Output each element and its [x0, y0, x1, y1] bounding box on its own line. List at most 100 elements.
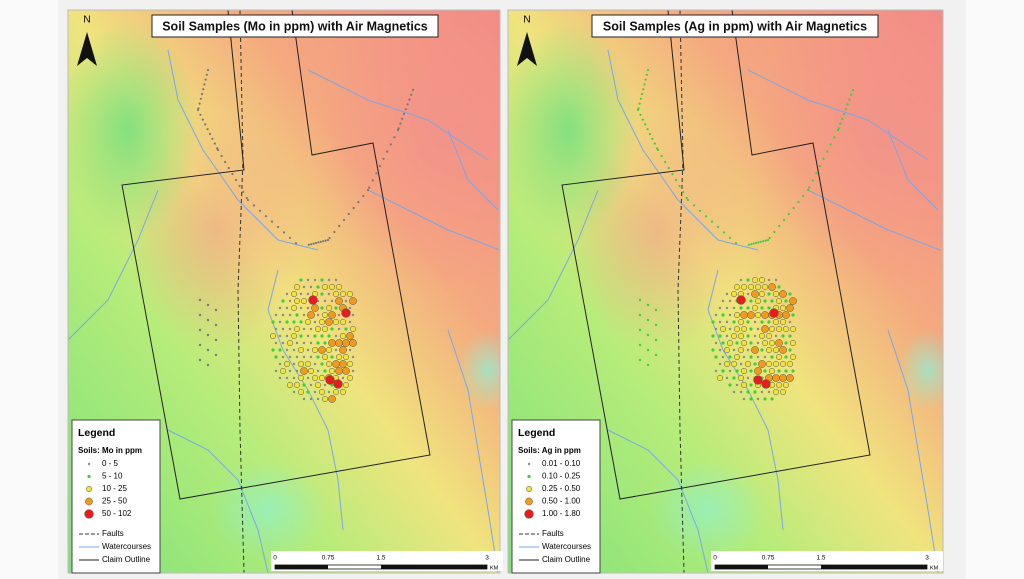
- soil-sample: [206, 348, 210, 352]
- soil-sample: [306, 334, 310, 338]
- legend-symbol: [527, 474, 531, 479]
- soil-sample: [638, 313, 642, 317]
- soil-sample: [285, 348, 289, 352]
- soil-sample: [288, 299, 292, 303]
- legend-symbol: [527, 462, 531, 466]
- soil-sample: [664, 160, 667, 164]
- soil-sample: [728, 383, 732, 387]
- soil-sample: [728, 236, 732, 239]
- soil-sample: [214, 338, 218, 342]
- soil-sample: [234, 178, 238, 182]
- soil-sample: [342, 381, 350, 389]
- soil-sample: [760, 306, 764, 310]
- fault: [677, 10, 685, 573]
- soil-sample: [844, 108, 847, 111]
- legend-label: 0.50 - 1.00: [542, 497, 581, 506]
- soil-sample: [313, 334, 317, 338]
- soil-sample: [337, 313, 341, 317]
- soil-sample: [640, 92, 644, 96]
- soil-sample: [789, 353, 797, 361]
- soil-sample: [294, 242, 298, 245]
- soil-sample: [721, 341, 725, 345]
- soil-sample: [328, 395, 336, 403]
- soil-sample: [271, 348, 275, 352]
- soil-sample: [302, 397, 306, 401]
- soil-sample: [320, 334, 324, 338]
- soil-sample: [335, 353, 343, 361]
- soil-sample: [767, 306, 771, 310]
- soil-sample: [322, 240, 325, 243]
- soil-sample: [714, 369, 718, 373]
- soil-sample: [328, 311, 336, 319]
- soil-sample: [779, 360, 787, 368]
- soil-sample: [761, 339, 769, 347]
- soil-sample: [751, 304, 759, 312]
- soil-sample: [246, 198, 250, 202]
- soil-sample: [767, 390, 771, 394]
- soil-sample: [674, 178, 678, 182]
- legend-label: 0.01 - 0.10: [542, 459, 581, 468]
- soil-sample: [196, 108, 200, 112]
- soil-sample: [789, 325, 797, 333]
- soil-sample: [366, 188, 370, 192]
- soil-sample: [311, 374, 319, 382]
- soil-sample: [389, 143, 392, 146]
- soil-sample: [278, 306, 282, 310]
- legend-symbol: [85, 485, 93, 493]
- soil-sample: [714, 327, 718, 331]
- soil-sample: [645, 73, 648, 76]
- soil-sample: [746, 334, 750, 338]
- soil-sample: [205, 73, 208, 76]
- soil-sample: [252, 204, 256, 207]
- soil-sample: [208, 132, 212, 136]
- soil-sample: [761, 311, 769, 319]
- soil-sample: [338, 224, 341, 228]
- soil-sample: [789, 297, 797, 305]
- soil-sample: [772, 388, 780, 396]
- soil-sample: [762, 240, 765, 243]
- soil-sample: [297, 374, 305, 382]
- soil-sample: [285, 320, 289, 324]
- legend-label: 5 - 10: [102, 472, 123, 481]
- magnetic-low: [68, 20, 198, 240]
- soil-sample: [375, 172, 378, 175]
- soil-sample: [746, 348, 750, 352]
- side-panel: [0, 0, 58, 579]
- soil-sample: [768, 339, 776, 347]
- soil-sample: [769, 308, 779, 318]
- soil-sample: [654, 308, 658, 312]
- soil-sample: [753, 334, 757, 338]
- soil-sample: [300, 367, 308, 375]
- soil-sample: [328, 339, 336, 347]
- soil-sample: [646, 318, 650, 322]
- soil-sample: [198, 298, 202, 302]
- soil-sample: [290, 332, 298, 340]
- soil-sample: [767, 292, 771, 296]
- soil-sample: [288, 369, 292, 373]
- soil-sample: [733, 283, 741, 291]
- watercourse: [508, 189, 599, 341]
- soil-sample: [784, 341, 788, 345]
- title-box: [591, 14, 879, 38]
- soil-sample: [332, 360, 340, 368]
- scale-segment: [275, 565, 328, 569]
- soil-sample: [773, 230, 776, 234]
- soil-sample: [739, 390, 743, 394]
- soil-sample: [761, 283, 769, 291]
- soil-sample: [295, 355, 299, 359]
- soil-sample: [297, 360, 305, 368]
- soil-sample: [318, 346, 326, 354]
- soil-sample: [763, 369, 767, 373]
- soil-sample: [786, 360, 794, 368]
- soil-sample: [728, 327, 732, 331]
- soil-sample: [775, 381, 783, 389]
- legend-label: 50 - 102: [102, 509, 132, 518]
- legend-label: 25 - 50: [102, 497, 127, 506]
- soil-sample: [238, 184, 241, 188]
- watercourse: [367, 189, 500, 251]
- soil-sample: [292, 362, 296, 366]
- soil-sample: [723, 360, 731, 368]
- soil-sample: [788, 320, 792, 324]
- soil-sample: [747, 283, 755, 291]
- soil-sample: [726, 339, 734, 347]
